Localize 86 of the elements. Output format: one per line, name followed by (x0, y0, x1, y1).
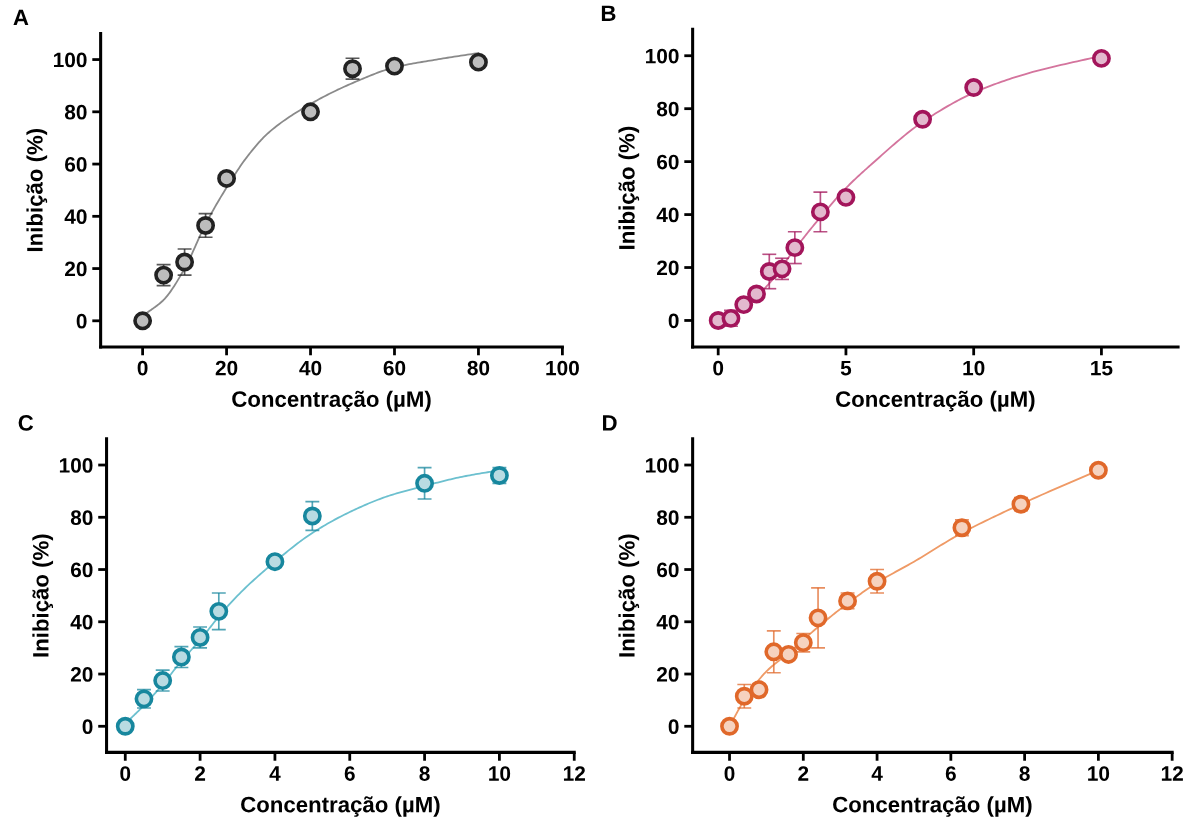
point (964, 78, 984, 97)
x-tick-label: 60 (383, 360, 406, 376)
x-tick-label: 2 (798, 766, 809, 781)
y-tick-label: 40 (656, 207, 679, 223)
y-tick-label: 0 (668, 719, 679, 735)
x-tick-label: 4 (269, 766, 281, 781)
x-tick-label: 80 (467, 360, 490, 376)
x-tick-label: 100 (546, 360, 579, 376)
point (175, 252, 195, 272)
y-tick-label: 40 (656, 614, 679, 630)
point (133, 311, 153, 331)
x-axis-title: Concentração (µM) (833, 796, 1032, 817)
y-tick-label: 100 (646, 458, 679, 473)
y-axis-title: Inibição (%) (618, 534, 640, 657)
point (720, 716, 739, 736)
x-tick-label: 40 (299, 360, 322, 376)
y-tick-label: 40 (64, 209, 87, 225)
point (265, 552, 285, 572)
point (302, 506, 322, 526)
x-tick-label: 0 (120, 766, 131, 781)
point (196, 216, 216, 235)
y-tick-label: 60 (70, 562, 93, 578)
y-axis-title: Inibição (%) (32, 534, 54, 657)
chart-title: C (18, 415, 34, 431)
y-tick-label: 0 (76, 313, 87, 329)
y-tick-label: 20 (657, 667, 679, 682)
point (415, 473, 435, 493)
x-tick-label: 15 (1091, 360, 1113, 376)
y-tick-label: 60 (657, 154, 679, 170)
chart-title: A (13, 9, 29, 26)
y-tick-label: 40 (70, 614, 93, 630)
y-tick-label: 20 (657, 260, 679, 276)
point (217, 168, 237, 188)
y-tick-label: 0 (668, 313, 679, 329)
y-tick-label: 20 (65, 261, 87, 277)
point (779, 644, 798, 664)
x-tick-label: 0 (713, 360, 724, 376)
x-tick-label: 4 (871, 766, 883, 781)
point (747, 284, 766, 304)
point (785, 238, 805, 258)
x-tick-label: 8 (1019, 766, 1030, 781)
point (385, 56, 404, 76)
chart-title: D (603, 415, 617, 431)
x-tick-label: 0 (137, 360, 148, 376)
x-axis-title: Concentração (µM) (836, 390, 1035, 412)
y-tick-label: 0 (82, 719, 93, 735)
point (764, 642, 784, 662)
point (836, 187, 856, 207)
point (734, 295, 754, 315)
y-tick-label: 60 (657, 562, 679, 578)
y-tick-label: 60 (65, 157, 87, 172)
x-tick-label: 10 (1088, 766, 1110, 781)
y-tick-label: 100 (646, 48, 679, 64)
point (810, 202, 830, 222)
point (1088, 460, 1108, 480)
y-tick-label: 20 (70, 667, 93, 682)
x-tick-label: 6 (945, 766, 956, 781)
point (1091, 48, 1111, 68)
x-tick-label: 5 (840, 360, 852, 376)
point (209, 601, 229, 621)
x-tick-label: 10 (963, 360, 985, 376)
point (913, 109, 933, 129)
x-tick-label: 2 (195, 766, 206, 781)
x-axis-title: Concentração (µM) (241, 796, 440, 817)
y-tick-label: 100 (59, 458, 93, 473)
x-tick-label: 10 (489, 766, 511, 781)
x-axis-title: Concentração (µM) (232, 390, 431, 412)
point (808, 608, 828, 628)
point (468, 52, 488, 72)
x-tick-label: 12 (563, 766, 585, 781)
y-tick-label: 80 (64, 104, 87, 120)
x-tick-label: 0 (724, 766, 735, 781)
y-tick-label: 80 (656, 510, 679, 526)
y-tick-label: 80 (656, 101, 679, 117)
point (749, 680, 769, 700)
point (301, 102, 320, 122)
x-tick-label: 6 (344, 766, 355, 781)
point (115, 716, 135, 736)
chart-title: B (601, 5, 616, 21)
x-tick-label: 12 (1161, 766, 1183, 781)
x-tick-label: 20 (215, 360, 238, 376)
x-tick-label: 8 (419, 766, 430, 781)
y-axis-title: Inibição (%) (618, 126, 640, 249)
y-axis-title: Inibição (%) (26, 128, 48, 252)
y-tick-label: 80 (70, 510, 93, 526)
y-tick-label: 100 (54, 52, 87, 68)
